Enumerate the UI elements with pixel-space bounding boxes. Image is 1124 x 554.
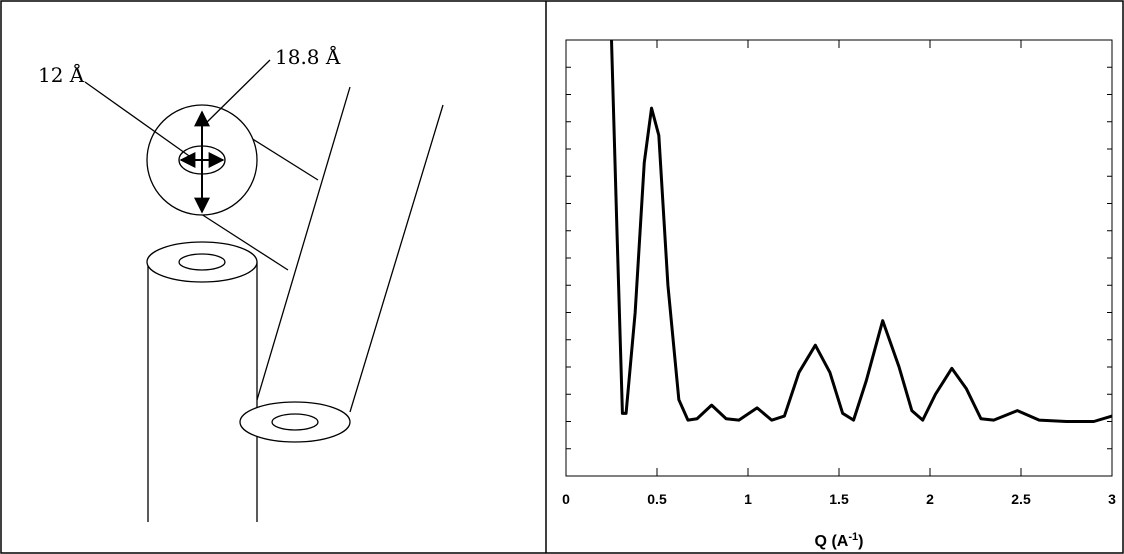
tube-end <box>146 241 258 283</box>
x-axis-label-sup: -1 <box>848 531 858 543</box>
tube-hole <box>178 253 226 271</box>
projection-line <box>242 132 319 181</box>
projection-line <box>197 211 289 271</box>
x-tick-label: 1.5 <box>829 491 849 507</box>
data-line <box>610 39 1113 423</box>
tube-hole <box>271 413 319 431</box>
x-axis-label-tail: ) <box>858 533 863 550</box>
x-tick-label: 0 <box>562 491 570 507</box>
x-tick-label: 2 <box>926 491 934 507</box>
leader-line <box>202 59 271 127</box>
x-tick-label: 1 <box>744 491 752 507</box>
plot-frame <box>565 39 1113 477</box>
leader-line <box>84 81 193 159</box>
tube-edge <box>256 86 351 401</box>
tube-diagram <box>84 59 444 522</box>
tube-end <box>239 401 351 443</box>
x-tick-label: 3 <box>1108 491 1116 507</box>
diameter-label: 12 Å <box>38 62 85 87</box>
diameter-label: 18.8 Å <box>275 44 341 69</box>
x-axis-label-text: Q (A <box>815 533 849 550</box>
x-tick-label: 2.5 <box>1011 491 1031 507</box>
tube-edge <box>349 104 444 413</box>
x-tick-label: 0.5 <box>647 491 667 507</box>
x-axis-label: Q (A-1) <box>815 531 864 550</box>
